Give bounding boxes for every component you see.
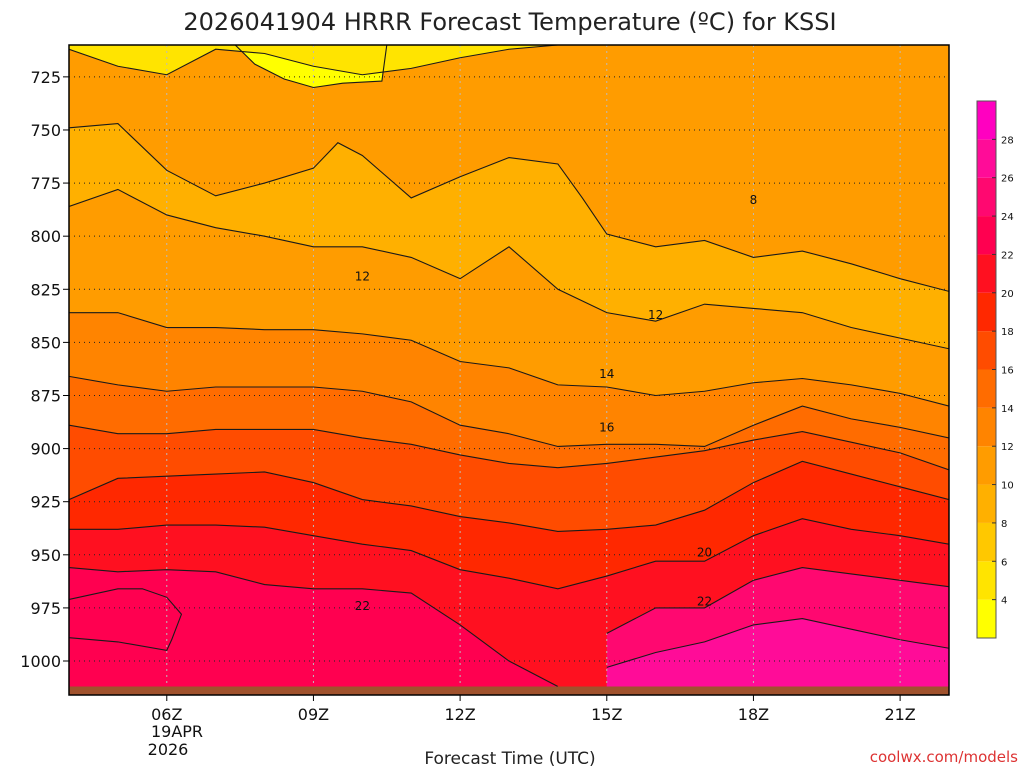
x-tick-label-09Z: 09Z — [298, 705, 329, 724]
contour-labels: 8 12 12 14 16 20 22 22 — [355, 193, 758, 613]
colorbar-label-22: 22 — [1001, 250, 1014, 261]
y-tick-label-725: 725 — [30, 68, 61, 87]
contour-label-20-5: 20 — [697, 546, 712, 560]
contour-14-5 — [69, 375, 949, 448]
contour-20-8 — [69, 518, 949, 590]
credit-link[interactable]: coolwx.com/models — [870, 748, 1018, 766]
colorbar-swatch-20 — [977, 254, 996, 293]
y-tick-label-950: 950 — [30, 546, 61, 565]
y-tick-label-850: 850 — [30, 333, 61, 352]
contour-4-0 — [234, 45, 388, 89]
fill-band-6-1 — [69, 45, 558, 75]
colorbar: 4 6 8 10 12 14 16 18 20 22 24 26 28 — [976, 100, 1014, 639]
contour-lines — [69, 45, 949, 687]
contour-6-1 — [69, 45, 558, 76]
contour-label-12-1: 12 — [355, 270, 370, 284]
colorbar-label-4: 4 — [1001, 596, 1007, 607]
contour-label-8-0: 8 — [750, 193, 758, 207]
y-tick-label-925: 925 — [30, 493, 61, 512]
contour-18-7 — [69, 460, 949, 532]
y-tick-label-900: 900 — [30, 440, 61, 459]
contour-24-11 — [606, 566, 949, 634]
colorbar-label-26: 26 — [1001, 174, 1014, 185]
ground-surface — [69, 686, 949, 695]
colorbar-label-10: 10 — [1001, 481, 1014, 492]
contour-10-3 — [69, 188, 949, 350]
chart-title: 2026041904 HRRR Forecast Temperature (ºC… — [183, 8, 836, 36]
colorbar-swatch-26 — [977, 139, 996, 178]
contour-label-22-7: 22 — [697, 595, 712, 609]
x-tick-label-06Z: 06Z — [151, 705, 182, 724]
y-tick-label-875: 875 — [30, 386, 61, 405]
pressure-axis: 725 750 775 800 825 850 875 900 925 950 975 1000 — [20, 68, 69, 671]
y-tick-label-750: 750 — [30, 121, 61, 140]
colorbar-label-18: 18 — [1001, 327, 1014, 338]
y-tick-label-975: 975 — [30, 599, 61, 618]
colorbar-swatch-8 — [977, 484, 996, 523]
contour-12-4 — [69, 312, 949, 407]
colorbar-label-20: 20 — [1001, 289, 1014, 300]
date-label-month: 19APR — [151, 722, 203, 741]
colorbar-swatch-4 — [977, 561, 996, 600]
colorbar-label-16: 16 — [1001, 366, 1014, 377]
colorbar-label-28: 28 — [1001, 135, 1014, 146]
colorbar-label-6: 6 — [1001, 557, 1007, 568]
contour-16-6 — [69, 424, 949, 471]
contour-26-12 — [606, 617, 949, 668]
contour-22-10 — [69, 567, 559, 687]
colorbar-swatch-14 — [977, 369, 996, 408]
colorbar-swatch-22 — [977, 216, 996, 255]
y-tick-label-1000: 1000 — [20, 652, 61, 671]
x-tick-label-18Z: 18Z — [738, 705, 769, 724]
contour-label-12-2: 12 — [648, 308, 663, 322]
colorbar-swatch-12 — [977, 407, 996, 447]
colorbar-swatch-2 — [977, 599, 996, 638]
colorbar-swatch-16 — [977, 331, 996, 370]
x-tick-label-12Z: 12Z — [444, 705, 475, 724]
contour-8-2 — [69, 123, 949, 292]
contour-label-14-3: 14 — [599, 367, 614, 381]
y-tick-label-775: 775 — [30, 174, 61, 193]
fill-band-22-10 — [69, 567, 558, 695]
colorbar-swatch-18 — [977, 292, 996, 332]
fill-band-26-12 — [606, 618, 949, 695]
colorbar-swatch-10 — [977, 446, 996, 485]
colorbar-label-8: 8 — [1001, 519, 1007, 530]
x-tick-label-21Z: 21Z — [884, 705, 915, 724]
plot-area: 8 12 12 14 16 20 22 22 — [68, 44, 950, 696]
colorbar-swatch-28 — [977, 101, 996, 140]
plot-frame — [68, 44, 950, 696]
x-tick-label-15Z: 15Z — [591, 705, 622, 724]
y-tick-label-825: 825 — [30, 280, 61, 299]
colorbar-label-24: 24 — [1001, 212, 1014, 223]
y-tick-label-800: 800 — [30, 227, 61, 246]
colorbar-label-14: 14 — [1001, 404, 1014, 415]
colorbar-swatch-24 — [977, 177, 996, 217]
date-label-year: 2026 — [148, 740, 189, 759]
contour-22-9 — [69, 588, 183, 652]
contour-label-22-6: 22 — [355, 599, 370, 613]
colorbar-label-12: 12 — [1001, 442, 1014, 453]
x-axis-label: Forecast Time (UTC) — [424, 749, 595, 768]
contour-label-16-4: 16 — [599, 420, 614, 434]
colorbar-swatch-6 — [977, 522, 996, 562]
time-axis: 06Z 09Z 12Z 15Z 18Z 21Z — [151, 695, 916, 724]
